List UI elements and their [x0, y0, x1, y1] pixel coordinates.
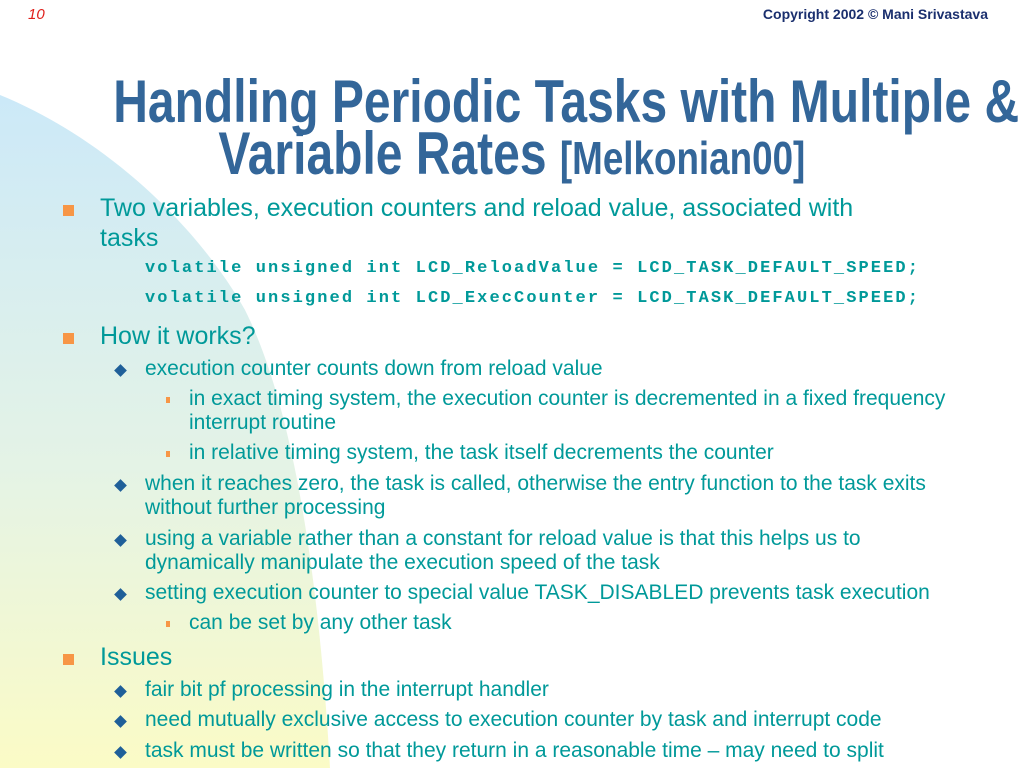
sub-bullet-text: setting execution counter to special val… [145, 581, 930, 604]
sub-bullet-text: task must be written so that they return… [145, 739, 884, 762]
code-line: volatile unsigned int LCD_ReloadValue = … [145, 259, 921, 278]
sub-sub-bullet-text: in relative timing system, the task itse… [189, 441, 774, 464]
slide-title-line1: Handling Periodic Tasks with Multiple & [0, 72, 1024, 132]
sub-sub-bullet-text-cont: interrupt routine [189, 411, 337, 434]
square-bullet-icon [63, 333, 74, 344]
code-line: volatile unsigned int LCD_ExecCounter = … [145, 289, 921, 308]
title-citation: [Melkonian00] [560, 132, 806, 184]
sub-sub-bullet-text: in exact timing system, the execution co… [189, 387, 946, 410]
square-bullet-icon [63, 654, 74, 665]
sub-bullet-text: fair bit pf processing in the interrupt … [145, 678, 549, 701]
sub-bullet-text: using a variable rather than a constant … [145, 527, 861, 550]
copyright: Copyright 2002 © Mani Srivastava [762, 6, 988, 22]
title-text-2: Variable Rates [Melkonian00] [219, 124, 806, 188]
square-bullet-icon [63, 205, 74, 216]
sub-bullet-text: when it reaches zero, the task is called… [145, 472, 926, 495]
bullet-text: Two variables, execution counters and re… [100, 194, 854, 222]
small-square-bullet-icon [166, 397, 170, 403]
sub-bullet-text: need mutually exclusive access to execut… [145, 708, 882, 731]
bullet-text: How it works? [100, 322, 256, 350]
bullet-text-cont: tasks [100, 224, 159, 252]
title-text-2a: Variable Rates [218, 120, 561, 187]
sub-sub-bullet-text: can be set by any other task [189, 611, 452, 634]
title-text: Handling Periodic Tasks with Multiple & [113, 68, 1020, 135]
bullet-text: Issues [100, 643, 173, 671]
sub-bullet-text-cont: dynamically manipulate the execution spe… [145, 551, 660, 574]
sub-bullet-text: execution counter counts down from reloa… [145, 357, 603, 380]
small-square-bullet-icon [166, 621, 170, 627]
page-number: 10 [28, 6, 45, 23]
slide-title-line2: Variable Rates [Melkonian00] [0, 124, 1024, 188]
small-square-bullet-icon [166, 451, 170, 457]
sub-bullet-text-cont: without further processing [145, 496, 386, 519]
